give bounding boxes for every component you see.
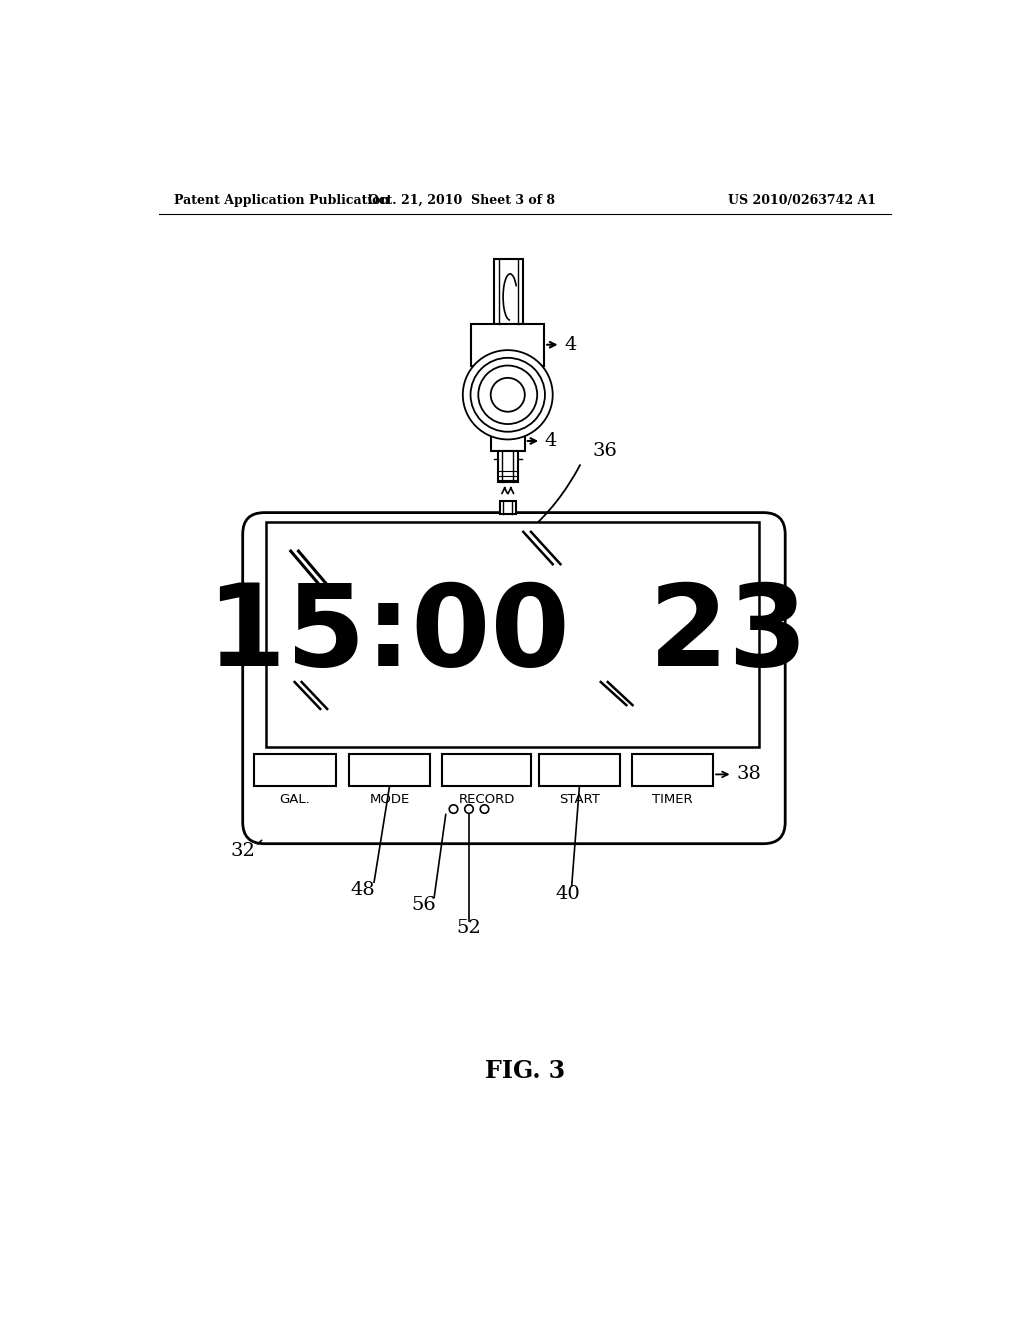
- Circle shape: [478, 366, 538, 424]
- Bar: [632, 754, 713, 785]
- Bar: [266, 521, 759, 747]
- Circle shape: [450, 805, 458, 813]
- Text: 32: 32: [230, 842, 255, 861]
- Bar: [490, 432, 524, 451]
- Text: 40: 40: [555, 884, 581, 903]
- Bar: [494, 259, 523, 323]
- Text: START: START: [559, 793, 600, 807]
- Bar: [498, 451, 518, 482]
- Text: RECORD: RECORD: [459, 793, 515, 807]
- Text: 15:00  23: 15:00 23: [208, 578, 808, 690]
- Text: Oct. 21, 2010  Sheet 3 of 8: Oct. 21, 2010 Sheet 3 of 8: [368, 194, 555, 207]
- FancyBboxPatch shape: [243, 512, 785, 843]
- Text: FIG. 3: FIG. 3: [484, 1059, 565, 1082]
- Text: 38: 38: [736, 766, 761, 783]
- Circle shape: [463, 350, 553, 440]
- Text: TIMER: TIMER: [652, 793, 693, 807]
- Text: 52: 52: [457, 920, 481, 937]
- Text: US 2010/0263742 A1: US 2010/0263742 A1: [728, 194, 876, 207]
- Text: 36: 36: [593, 442, 617, 459]
- Text: MODE: MODE: [370, 793, 410, 807]
- Bar: [539, 754, 621, 785]
- Text: 56: 56: [412, 896, 436, 915]
- Text: Patent Application Publication: Patent Application Publication: [174, 194, 390, 207]
- Circle shape: [480, 805, 488, 813]
- Circle shape: [490, 378, 524, 412]
- Circle shape: [465, 805, 473, 813]
- Bar: [471, 323, 544, 367]
- Bar: [254, 754, 336, 785]
- Text: 4: 4: [544, 432, 557, 450]
- Circle shape: [471, 358, 545, 432]
- Bar: [442, 754, 531, 785]
- Bar: [500, 502, 515, 515]
- Text: 4: 4: [564, 335, 577, 354]
- Bar: [349, 754, 430, 785]
- Text: 48: 48: [350, 880, 375, 899]
- Text: GAL.: GAL.: [280, 793, 310, 807]
